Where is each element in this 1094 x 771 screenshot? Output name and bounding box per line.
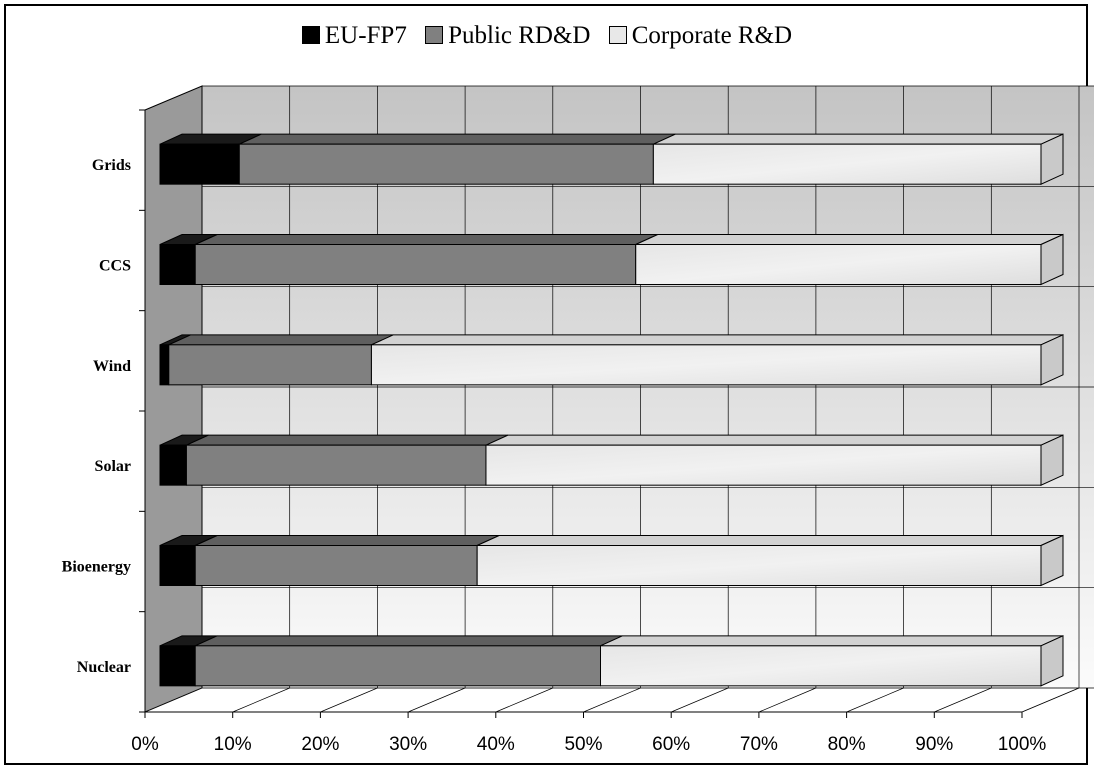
legend-item-public-rdd: Public RD&D bbox=[425, 22, 590, 50]
bar-corporate-r-d-nuclear bbox=[600, 645, 1042, 687]
x-tick-label-10: 100% bbox=[998, 734, 1047, 755]
legend-swatch-public-rdd bbox=[425, 26, 444, 44]
floor-gridline-8 bbox=[846, 687, 904, 713]
x-tick-label-9: 90% bbox=[915, 734, 953, 755]
bars bbox=[159, 133, 1064, 687]
floor-gridline-9 bbox=[934, 687, 992, 713]
bar-group-wind bbox=[159, 334, 1064, 386]
bar-public-rd-d-solar bbox=[185, 444, 487, 486]
bar-eu-fp7-nuclear bbox=[159, 645, 196, 687]
floor-gridline-6 bbox=[671, 687, 729, 713]
bar-top-corporate-r-d-solar bbox=[485, 434, 1064, 446]
bar-end-corporate-r-d-wind bbox=[1040, 334, 1064, 386]
category-label-grids: Grids bbox=[92, 157, 131, 174]
x-tick-label-4: 40% bbox=[477, 734, 515, 755]
x-tick-label-5: 50% bbox=[564, 734, 602, 755]
bar-eu-fp7-solar bbox=[159, 444, 187, 486]
bar-public-rd-d-nuclear bbox=[194, 645, 602, 687]
bar-top-public-rd-d-nuclear bbox=[195, 635, 623, 647]
legend-swatch-corporate-rd bbox=[608, 26, 627, 44]
legend-label-eu-fp7: EU-FP7 bbox=[324, 22, 407, 49]
bar-corporate-r-d-wind bbox=[370, 344, 1042, 386]
bar-top-public-rd-d-grids bbox=[239, 133, 676, 145]
bar-corporate-r-d-grids bbox=[652, 143, 1042, 185]
bar-corporate-r-d-solar bbox=[485, 444, 1042, 486]
bar-public-rd-d-bioenergy bbox=[194, 545, 478, 586]
floor-gridline-1 bbox=[232, 687, 290, 713]
axes: Grids CCS Wind Solar Bioenergy Nuclear 0% 10% 20… bbox=[62, 109, 1047, 755]
bar-public-rd-d-grids bbox=[238, 143, 654, 185]
x-tick-label-0: 0% bbox=[131, 734, 159, 755]
bar-eu-fp7-bioenergy bbox=[159, 545, 196, 586]
x-tick-label-8: 80% bbox=[828, 734, 866, 755]
bar-top-corporate-r-d-grids bbox=[653, 133, 1064, 145]
x-tick-label-1: 10% bbox=[214, 734, 252, 755]
bar-public-rd-d-wind bbox=[168, 344, 372, 386]
legend-item-corporate-rd: Corporate R&D bbox=[608, 22, 793, 50]
floor-gridline-3 bbox=[407, 687, 466, 713]
bar-top-corporate-r-d-nuclear bbox=[600, 635, 1064, 647]
legend-label-public-rdd: Public RD&D bbox=[448, 22, 591, 49]
bar-corporate-r-d-bioenergy bbox=[476, 545, 1042, 586]
category-label-bioenergy: Bioenergy bbox=[62, 559, 131, 576]
bar-corporate-r-d-ccs bbox=[635, 244, 1042, 285]
bar-end-corporate-r-d-ccs bbox=[1040, 233, 1064, 286]
bar-eu-fp7-ccs bbox=[159, 244, 196, 285]
x-tick-label-3: 30% bbox=[389, 734, 427, 755]
bar-top-corporate-r-d-bioenergy bbox=[476, 535, 1064, 546]
x-tick-label-7: 70% bbox=[740, 734, 778, 755]
bar-end-corporate-r-d-bioenergy bbox=[1040, 534, 1064, 587]
category-label-nuclear: Nuclear bbox=[77, 659, 131, 676]
floor-gridline-7 bbox=[758, 687, 817, 713]
bar-end-corporate-r-d-solar bbox=[1040, 434, 1064, 486]
legend-label-corporate-rd: Corporate R&D bbox=[631, 22, 793, 49]
category-label-wind: Wind bbox=[93, 358, 131, 375]
bar-end-corporate-r-d-grids bbox=[1040, 133, 1064, 185]
x-tick-label-6: 60% bbox=[652, 734, 690, 755]
x-tick-label-2: 20% bbox=[301, 734, 339, 755]
bar-group-grids bbox=[159, 133, 1064, 185]
bar-top-public-rd-d-bioenergy bbox=[195, 535, 500, 546]
bar-group-solar bbox=[159, 434, 1064, 486]
bar-top-public-rd-d-ccs bbox=[195, 234, 658, 245]
floor-gridline-0 bbox=[144, 687, 203, 713]
bar-public-rd-d-ccs bbox=[194, 244, 637, 285]
bar-group-ccs bbox=[159, 233, 1064, 286]
category-label-solar: Solar bbox=[95, 458, 131, 475]
bar-group-nuclear bbox=[159, 635, 1064, 687]
legend-swatch-eu-fp7 bbox=[301, 26, 320, 44]
bar-top-corporate-r-d-ccs bbox=[635, 234, 1064, 245]
bar-group-bioenergy bbox=[159, 534, 1064, 587]
legend-item-eu-fp7: EU-FP7 bbox=[301, 22, 407, 50]
gridlines bbox=[144, 85, 1094, 713]
floor-gridline-5 bbox=[583, 687, 641, 713]
bar-end-corporate-r-d-nuclear bbox=[1040, 635, 1064, 687]
chart-legend: EU-FP7 Public RD&D Corporate R&D bbox=[0, 22, 1094, 50]
bar-eu-fp7-grids bbox=[159, 143, 240, 185]
bar-top-public-rd-d-solar bbox=[186, 434, 509, 446]
floor-gridline-2 bbox=[320, 687, 378, 713]
bar-top-public-rd-d-wind bbox=[168, 334, 394, 346]
floor-gridline-10 bbox=[1021, 687, 1080, 713]
floor-gridline-4 bbox=[495, 687, 553, 713]
bar-eu-fp7-wind bbox=[159, 344, 170, 386]
bar-top-corporate-r-d-wind bbox=[371, 334, 1064, 346]
category-label-ccs: CCS bbox=[99, 258, 131, 275]
